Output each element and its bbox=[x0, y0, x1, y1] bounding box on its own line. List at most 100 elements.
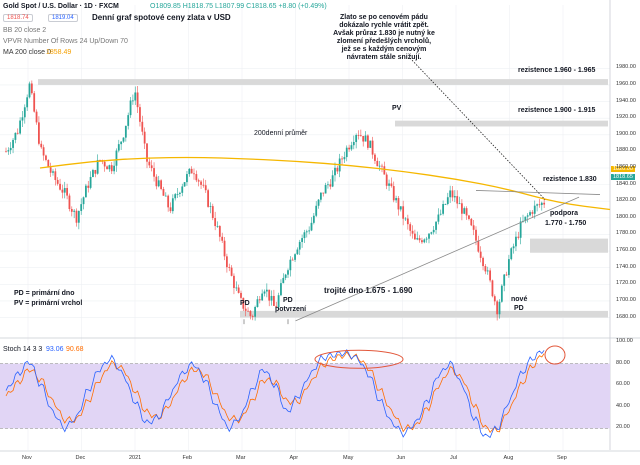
candle-body bbox=[416, 238, 419, 240]
candle-body bbox=[482, 257, 484, 267]
candle-body bbox=[378, 165, 381, 167]
x-tick-label: Dec bbox=[75, 455, 86, 461]
candle-body bbox=[204, 185, 207, 191]
vpvr-indicator-line[interactable]: VPVR Number Of Rows 24 Up/Down 70 bbox=[3, 38, 128, 45]
candle-body bbox=[341, 158, 343, 160]
candle-body bbox=[188, 168, 191, 175]
y-tick-label: 1700.00 bbox=[616, 296, 636, 303]
candle-body bbox=[367, 135, 369, 148]
candle-body bbox=[432, 229, 435, 233]
candle-body bbox=[164, 195, 167, 197]
candle-body bbox=[127, 115, 130, 126]
candle-body bbox=[517, 236, 520, 238]
candle-body bbox=[428, 233, 430, 239]
candle-body bbox=[87, 185, 90, 188]
y-tick-label: 1720.00 bbox=[616, 280, 636, 287]
candle-body bbox=[456, 196, 459, 204]
stoch-tick-label: 100.00 bbox=[616, 338, 633, 344]
candle-body bbox=[251, 316, 254, 317]
zone-rect bbox=[240, 310, 608, 318]
candle-body bbox=[301, 238, 303, 242]
candle-body bbox=[536, 204, 538, 206]
x-tick-label: Aug bbox=[503, 455, 514, 461]
candle-body bbox=[406, 218, 409, 225]
candle-body bbox=[446, 197, 449, 205]
candle-body bbox=[263, 291, 266, 294]
candle-body bbox=[115, 150, 118, 166]
candle-body bbox=[54, 171, 57, 180]
candle-body bbox=[345, 147, 348, 158]
candle-body bbox=[524, 216, 527, 221]
support-title: podpora bbox=[550, 210, 578, 217]
candle-body bbox=[136, 92, 139, 108]
candle-body bbox=[265, 289, 268, 292]
candle-body bbox=[35, 111, 38, 123]
ask-pill[interactable]: 1819.04 bbox=[48, 14, 78, 22]
candle-body bbox=[540, 202, 543, 206]
candle-body bbox=[395, 198, 397, 201]
x-tick-label: Mar bbox=[236, 455, 246, 461]
candle-body bbox=[148, 161, 151, 166]
candle-body bbox=[343, 157, 346, 160]
candle-body bbox=[390, 183, 393, 187]
candle-body bbox=[470, 218, 473, 226]
candle-body bbox=[195, 174, 198, 181]
candle-body bbox=[226, 256, 228, 268]
candle-body bbox=[202, 184, 205, 186]
candle-body bbox=[80, 204, 83, 211]
candle-body bbox=[484, 266, 487, 272]
support-range: 1.770 - 1.750 bbox=[545, 220, 587, 227]
pd-label-1: PD bbox=[240, 300, 250, 307]
bb-indicator-line[interactable]: BB 20 close 2 bbox=[3, 27, 47, 34]
candle-body bbox=[479, 251, 482, 258]
candle-body bbox=[519, 221, 522, 238]
candle-body bbox=[388, 183, 390, 186]
symbol-title: Gold Spot / U.S. Dollar · 1D · FXCM bbox=[3, 3, 119, 10]
candle-body bbox=[468, 215, 470, 219]
candle-body bbox=[117, 144, 120, 151]
ma-indicator-line[interactable]: MA 200 close 0 bbox=[3, 49, 51, 56]
candle-body bbox=[141, 121, 144, 132]
resistance-1830-label: rezistence 1.830 bbox=[543, 176, 597, 183]
candle-body bbox=[179, 192, 181, 194]
candle-body bbox=[40, 143, 43, 148]
candle-body bbox=[190, 168, 193, 174]
candle-body bbox=[280, 283, 282, 296]
new-pd-label-1: nové bbox=[511, 296, 528, 303]
candle-body bbox=[348, 147, 350, 150]
candle-body bbox=[221, 236, 224, 241]
candle-body bbox=[444, 204, 447, 205]
stoch-label[interactable]: Stoch 14 3 3 bbox=[3, 346, 43, 353]
candle-body bbox=[374, 154, 376, 161]
x-tick-label: May bbox=[343, 455, 354, 461]
candle-body bbox=[282, 277, 285, 284]
candle-body bbox=[491, 280, 494, 297]
candle-body bbox=[498, 301, 501, 315]
candle-body bbox=[52, 171, 54, 173]
candle-body bbox=[334, 167, 336, 176]
stoch-band bbox=[0, 363, 610, 429]
candle-body bbox=[486, 270, 489, 272]
x-tick-label: Apr bbox=[289, 455, 299, 461]
candle-body bbox=[320, 192, 322, 200]
candle-body bbox=[258, 299, 261, 301]
x-tick-label: 2021 bbox=[129, 455, 142, 461]
y-tick-label: 1940.00 bbox=[616, 97, 636, 104]
stochastic-panel bbox=[0, 345, 610, 439]
candle-body bbox=[200, 181, 202, 185]
candle-body bbox=[162, 188, 165, 196]
candle-body bbox=[533, 205, 536, 214]
pv-label: PV bbox=[392, 105, 402, 112]
candle-body bbox=[146, 143, 148, 162]
x-tick-label: Jul bbox=[450, 455, 458, 461]
candle-body bbox=[463, 208, 466, 214]
x-tick-label: Nov bbox=[22, 455, 32, 461]
candles bbox=[5, 80, 546, 321]
candle-body bbox=[249, 311, 252, 317]
candle-body bbox=[472, 225, 475, 230]
bid-pill[interactable]: 1818.74 bbox=[3, 14, 33, 22]
candle-body bbox=[296, 249, 299, 255]
candle-body bbox=[49, 167, 52, 173]
ma-200-label: 200denní průměr bbox=[254, 130, 308, 137]
